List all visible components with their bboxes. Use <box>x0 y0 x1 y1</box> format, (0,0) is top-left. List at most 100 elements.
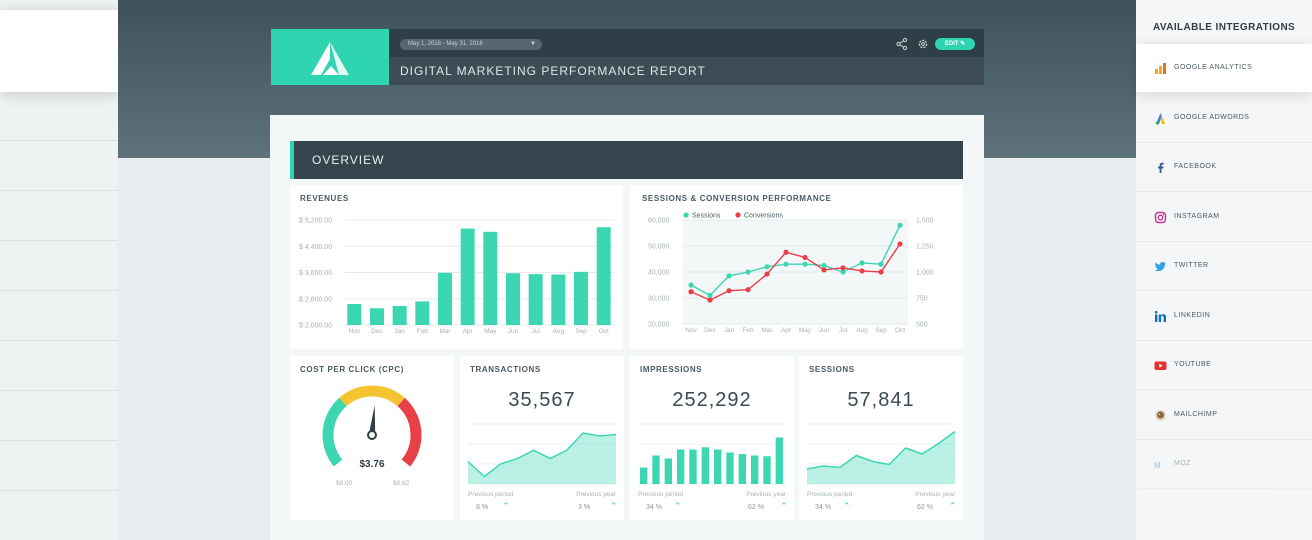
y-tick-label: $ 3,600.00 <box>299 270 332 277</box>
share-icon[interactable] <box>895 37 909 51</box>
x-tick-label: Jun <box>508 328 519 335</box>
sessions-card: SESSIONS 57,841 Previous period Previous… <box>799 356 963 520</box>
series-point-conversions <box>840 265 846 271</box>
mini-area-line <box>467 432 617 478</box>
integration-label: GOOGLE ANALYTICS <box>1174 64 1253 71</box>
integration-item[interactable]: INSTAGRAM <box>1136 193 1312 242</box>
integration-item[interactable]: MAILCHIMP <box>1136 391 1312 440</box>
sessions-value: 57,841 <box>847 389 915 411</box>
previous-period-label: Previous period <box>807 491 853 498</box>
series-point-conversions <box>764 271 770 277</box>
y-left-tick-label: 50,000 <box>648 244 670 251</box>
gauge-segment-low <box>322 397 347 467</box>
x-tick-label: Nov <box>685 327 697 334</box>
date-range-select[interactable]: May 1, 2018 - May 31, 2018 ▼ <box>400 39 542 50</box>
revenue-bar <box>551 274 566 325</box>
series-point-conversions <box>783 249 789 255</box>
mailchimp-icon <box>1155 409 1166 421</box>
gauge-hub <box>367 430 377 440</box>
y-left-tick-label: 30,000 <box>648 296 670 303</box>
x-tick-label: Dec <box>371 328 383 335</box>
integration-item[interactable]: FACEBOOK <box>1136 143 1312 192</box>
edit-label: EDIT <box>944 41 959 47</box>
section-header-overview: OVERVIEW <box>290 141 963 179</box>
impressions-card: IMPRESSIONS 252,292 Previous period Prev… <box>630 356 794 520</box>
gauge-segment-mid <box>339 385 405 407</box>
left-divider <box>0 440 118 441</box>
report-title: DIGITAL MARKETING PERFORMANCE REPORT <box>400 64 706 78</box>
series-line-sessions <box>690 224 901 297</box>
integration-label: YOUTUBE <box>1174 361 1212 368</box>
integration-item[interactable]: GOOGLE ANALYTICS <box>1136 44 1312 93</box>
integration-item[interactable]: M MOZ <box>1136 440 1312 489</box>
impressions-value: 252,292 <box>672 389 752 411</box>
mini-bar <box>726 452 734 484</box>
left-divider <box>0 290 118 291</box>
revenues-chart: $ 2,000.00 $ 2,800.00 $ 3,600.00 $ 4,400.00… <box>299 218 615 335</box>
revenue-bar <box>438 272 452 325</box>
x-tick-label: Mar <box>761 327 773 334</box>
previous-year-value: 62 % <box>917 504 933 511</box>
card-title: SESSIONS & CONVERSION PERFORMANCE <box>642 194 832 203</box>
series-point-sessions <box>897 222 903 228</box>
series-point-conversions <box>745 287 751 293</box>
revenue-bar <box>370 308 384 325</box>
revenue-bar <box>596 227 611 325</box>
integration-item[interactable]: TWITTER <box>1136 242 1312 291</box>
previous-year-label: Previous year <box>746 491 786 498</box>
previous-year-value: 3 % <box>578 504 591 511</box>
logo <box>271 29 389 85</box>
previous-year-label: Previous year <box>915 491 955 498</box>
series-point-sessions <box>764 264 770 270</box>
x-tick-label: Dec <box>704 327 716 334</box>
y-right-tick-label: 1,250 <box>916 244 934 251</box>
y-right-tick-label: 750 <box>916 296 928 303</box>
left-divider <box>0 140 118 141</box>
series-point-conversions <box>859 268 865 274</box>
integration-item[interactable]: LINKEDIN <box>1136 292 1312 341</box>
x-tick-label: Sep <box>575 328 587 335</box>
svg-text:M: M <box>1154 461 1161 470</box>
linkedin-icon <box>1154 310 1166 322</box>
integration-label: MAILCHIMP <box>1174 410 1218 418</box>
x-tick-label: Apr <box>781 327 792 334</box>
integration-item[interactable]: GOOGLE ADWORDS <box>1136 94 1312 143</box>
x-tick-label: Feb <box>417 328 429 335</box>
mini-area-fill <box>807 431 955 484</box>
x-tick-label: May <box>799 327 812 334</box>
mini-bar <box>652 455 660 484</box>
series-point-conversions <box>688 289 694 295</box>
series-point-sessions <box>821 262 827 269</box>
arrow-up-icon: ⌃ <box>949 501 957 511</box>
transactions-value: 35,567 <box>508 389 576 411</box>
left-divider <box>0 240 118 241</box>
pencil-icon: ✎ <box>960 41 966 47</box>
series-point-sessions <box>707 292 713 298</box>
y-tick-label: $ 4,400.00 <box>299 244 332 251</box>
mini-bar <box>738 454 746 484</box>
x-tick-label: Oct <box>599 328 609 335</box>
sessions-conversion-card: SESSIONS & CONVERSION PERFORMANCE 20,000… <box>630 185 963 349</box>
integrations-title: AVAILABLE INTEGRATIONS <box>1153 22 1296 33</box>
integration-label: GOOGLE ADWORDS <box>1174 113 1250 121</box>
x-tick-label: Aug <box>553 328 565 335</box>
mini-bar <box>640 467 648 484</box>
legend-label: Sessions <box>692 213 721 220</box>
cpc-gauge <box>322 385 422 467</box>
card-title: COST PER CLICK (CPC) <box>300 365 404 374</box>
mini-bar <box>701 447 709 484</box>
revenue-bar <box>415 301 430 325</box>
chevron-down-icon: ▼ <box>530 41 536 47</box>
x-tick-label: Feb <box>742 327 754 334</box>
revenue-bar <box>460 228 475 325</box>
transactions-chart <box>467 423 617 485</box>
left-panel <box>0 0 118 540</box>
integration-item[interactable]: YOUTUBE <box>1136 341 1312 390</box>
sessions-chart <box>806 423 956 485</box>
revenue-bar <box>392 305 407 325</box>
dashboard-stage: May 1, 2018 - May 31, 2018 ▼ EDIT ✎ DIGI… <box>118 0 1136 540</box>
edit-button[interactable]: EDIT ✎ <box>935 38 975 50</box>
previous-period-value: 34 % <box>646 504 662 511</box>
gear-icon[interactable] <box>916 37 930 51</box>
x-tick-label: Jul <box>839 327 848 334</box>
